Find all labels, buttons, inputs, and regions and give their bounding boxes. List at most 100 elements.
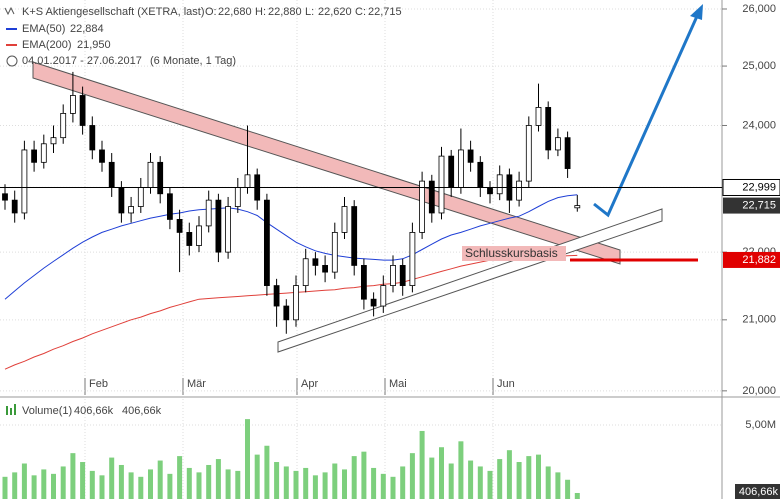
volume-bar xyxy=(206,464,212,499)
volume-bar xyxy=(31,475,37,499)
volume-bar xyxy=(555,472,561,499)
volume-bar xyxy=(264,445,270,499)
candle-body xyxy=(273,285,280,307)
volume-bar xyxy=(225,469,231,499)
price-label: 22,715 xyxy=(742,199,776,211)
candle-body xyxy=(351,206,358,266)
candle-body xyxy=(186,232,193,246)
candle-body xyxy=(215,199,222,253)
candle-body xyxy=(137,187,144,207)
candle-body xyxy=(312,258,319,266)
candle-body xyxy=(370,298,377,307)
candle-body xyxy=(21,149,28,214)
arrow-head xyxy=(690,4,703,20)
candle-body xyxy=(157,161,164,195)
volume-bar xyxy=(254,454,260,499)
candle-body xyxy=(525,125,532,182)
candle-body xyxy=(128,206,135,214)
candle-body xyxy=(399,265,406,286)
price-label-box xyxy=(723,197,780,214)
volume-bar xyxy=(148,469,153,499)
y-tick-label: 24,000 xyxy=(742,119,776,131)
candle-body xyxy=(205,199,212,227)
candle-body xyxy=(11,199,18,214)
x-tick-label: Mär xyxy=(187,378,206,390)
volume-bar xyxy=(342,469,347,499)
ema-line xyxy=(4,254,578,370)
volume-bar xyxy=(109,457,115,499)
price-label-box xyxy=(723,251,780,268)
candle-body xyxy=(225,206,232,253)
candle-body xyxy=(60,113,67,139)
candle-body xyxy=(244,174,251,188)
y-tick-label: 20,000 xyxy=(742,385,776,397)
y-tick-label: 5,00M xyxy=(745,419,776,431)
y-tick-label: 26,000 xyxy=(742,3,776,15)
volume-bar xyxy=(167,473,173,499)
candle-body xyxy=(438,155,445,214)
volume-bar xyxy=(351,456,357,499)
candle-body xyxy=(574,205,581,209)
candle-body xyxy=(555,137,561,151)
x-tick-label: Feb xyxy=(89,378,108,390)
volume-bar xyxy=(419,430,425,499)
volume-bar xyxy=(215,459,221,499)
volume-legend-value: 406,66k xyxy=(74,405,114,417)
volume-bar xyxy=(128,472,134,499)
volume-icon xyxy=(6,406,8,415)
x-tick-label: Mai xyxy=(389,378,407,390)
candle-body xyxy=(70,95,76,114)
volume-bar xyxy=(12,472,18,499)
legend-label: EMA(200) xyxy=(22,39,72,51)
legend-label: EMA(50) xyxy=(22,23,65,35)
candle-body xyxy=(322,265,329,273)
stat-value: 22,680 xyxy=(218,6,252,18)
volume-bar xyxy=(157,460,163,499)
candle-body xyxy=(390,265,396,286)
stat-value: 22,880 xyxy=(268,6,302,18)
candle-body xyxy=(166,193,173,220)
candle-body xyxy=(409,232,416,286)
volume-bar xyxy=(274,462,280,499)
volume-bar xyxy=(448,463,454,499)
chart-icon xyxy=(4,6,15,16)
candle-body xyxy=(302,258,309,286)
volume-bar xyxy=(322,472,328,499)
price-label: 22,999 xyxy=(742,181,776,193)
x-tick-label: Jun xyxy=(497,378,515,390)
volume-bar xyxy=(41,469,47,499)
volume-bar xyxy=(497,459,503,499)
volume-bar xyxy=(380,473,386,499)
candle-body xyxy=(545,107,552,151)
candle-body xyxy=(535,107,542,126)
volume-bar xyxy=(60,466,66,499)
volume-icon xyxy=(10,408,12,415)
candle-body xyxy=(516,180,522,201)
volume-bar xyxy=(487,470,493,499)
candle-body xyxy=(99,149,105,163)
candle-body xyxy=(283,305,290,321)
volume-bar xyxy=(70,453,76,499)
candle-body xyxy=(176,219,183,233)
volume-label: 406,66k xyxy=(739,486,779,498)
legend-value: 22,884 xyxy=(70,23,104,35)
candle-body xyxy=(234,187,241,207)
candle-body xyxy=(79,95,86,126)
volume-bar xyxy=(21,463,27,499)
candle-body xyxy=(31,149,38,163)
candle-body xyxy=(89,125,96,151)
volume-bar xyxy=(293,470,299,499)
volume-bar xyxy=(51,473,56,499)
candle-body xyxy=(263,199,270,286)
volume-bar xyxy=(429,457,435,499)
volume-bar xyxy=(506,450,512,499)
candle-body xyxy=(477,161,484,188)
volume-bar xyxy=(565,479,571,499)
date-range: 04.01.2017 - 27.06.2017 xyxy=(22,55,142,67)
candle-body xyxy=(496,174,503,195)
candle-body xyxy=(40,143,47,163)
candle-body xyxy=(147,161,154,188)
stat-name: O: xyxy=(205,6,217,18)
candle-body xyxy=(467,149,474,163)
